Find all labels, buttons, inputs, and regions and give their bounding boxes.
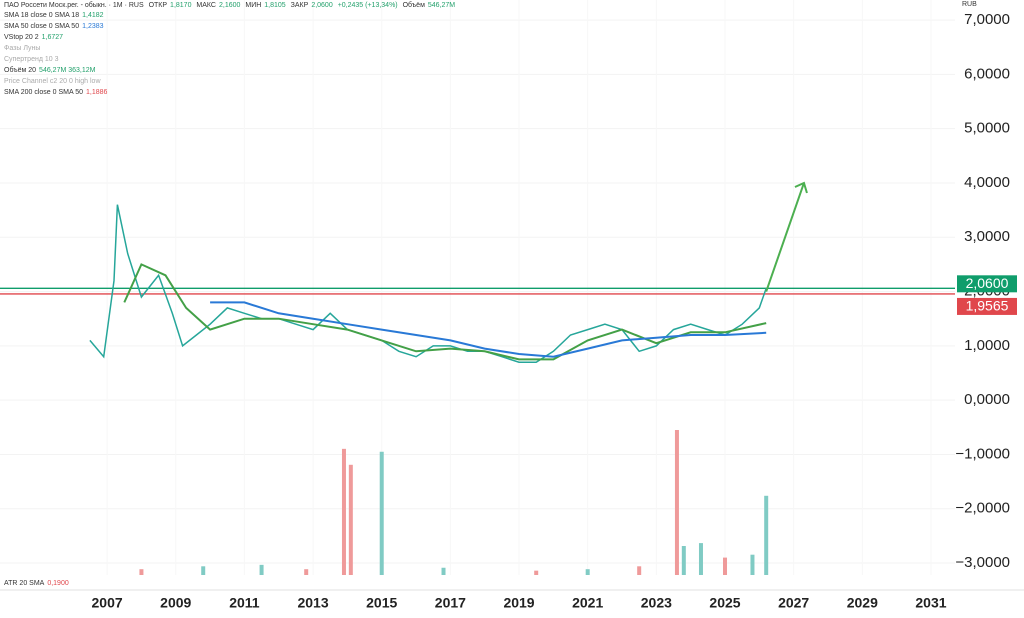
indicator-row[interactable]: Price Channel c2 20 0 high low xyxy=(4,78,104,85)
price-label-box xyxy=(957,297,1017,315)
price-line-series xyxy=(89,204,767,363)
value: 2,1600 xyxy=(218,2,241,9)
indicator-name: SMA 18 close 0 SMA 18 xyxy=(4,12,80,19)
x-tick-label: 2027 xyxy=(778,595,809,611)
volume-bar xyxy=(259,564,264,575)
indicator-row[interactable]: VStop 20 2 1,6727 xyxy=(4,34,66,41)
atr-name[interactable]: ATR 20 SMA xyxy=(4,580,45,587)
symbol-header: ПАО Россети Моск.рег. - обыкн. · 1М · RU… xyxy=(4,2,458,9)
indicator-name: Фазы Луны xyxy=(4,45,41,52)
volume-bar xyxy=(637,566,642,575)
value: 1,8105 xyxy=(264,2,286,9)
label: ОТКР xyxy=(148,2,168,9)
volume-bar xyxy=(764,495,769,575)
value: 546,27M xyxy=(427,2,456,9)
y-tick-label: −1,0000 xyxy=(955,445,1010,462)
label: МИН xyxy=(245,2,262,9)
x-tick-label: 2007 xyxy=(92,595,123,611)
indicator-row[interactable]: SMA 50 close 0 SMA 50 1,2383 xyxy=(4,23,107,30)
x-tick-label: 2017 xyxy=(435,595,466,611)
volume-bar xyxy=(348,464,353,575)
indicator-name: SMA 50 close 0 SMA 50 xyxy=(4,23,80,30)
volume-bar xyxy=(674,430,679,575)
indicator-name: VStop 20 2 xyxy=(4,34,39,41)
volume-bar xyxy=(304,569,309,575)
change: +0,2435 (+13,34%) xyxy=(337,2,398,9)
x-tick-label: 2029 xyxy=(847,595,878,611)
indicator-row[interactable]: SMA 18 close 0 SMA 18 1,4182 xyxy=(4,12,107,19)
indicator-name: Супертренд 10 3 xyxy=(4,56,59,63)
indicator-row[interactable]: Объём 20 546,27M 363,12M xyxy=(4,67,98,74)
value: 2,0600 xyxy=(311,2,333,9)
x-tick-label: 2023 xyxy=(641,595,672,611)
indicator-value: 1,2383 xyxy=(82,23,104,30)
indicator-row[interactable]: Фазы Луны xyxy=(4,45,43,52)
volume-bar xyxy=(750,554,755,575)
x-tick-label: 2009 xyxy=(160,595,191,611)
label: МАКС xyxy=(196,2,216,9)
y-tick-label: 4,0000 xyxy=(964,174,1010,191)
x-tick-label: 2031 xyxy=(915,595,946,611)
price-label: 2,0600 xyxy=(966,275,1009,291)
x-tick-label: 2011 xyxy=(229,595,260,611)
y-tick-label: 3,0000 xyxy=(964,228,1010,245)
y-tick-label: 6,0000 xyxy=(964,65,1010,82)
symbol[interactable]: ПАО Россети Моск.рег. - обыкн. · 1М · RU… xyxy=(4,2,144,9)
volume-bar xyxy=(723,557,728,575)
indicator-row[interactable]: Супертренд 10 3 xyxy=(4,56,62,63)
volume-bar xyxy=(341,448,346,575)
volume-bar xyxy=(139,569,144,575)
label: Объём xyxy=(402,2,425,9)
y-tick-label: 7,0000 xyxy=(964,11,1010,28)
volume-bar xyxy=(441,567,446,575)
price-label-box xyxy=(957,275,1017,293)
indicator-value: 546,27M 363,12M xyxy=(39,67,96,74)
y-tick-label: 0,0000 xyxy=(964,391,1010,408)
forecast-arrow xyxy=(765,182,805,292)
value: 1,8170 xyxy=(170,2,192,9)
x-tick-label: 2021 xyxy=(572,595,603,611)
y-tick-label: −3,0000 xyxy=(955,554,1010,571)
atr-legend: ATR 20 SMA 0,1900 xyxy=(4,580,72,587)
y-tick-label: 5,0000 xyxy=(964,120,1010,137)
indicator-value: 1,6727 xyxy=(41,34,64,41)
x-tick-label: 2025 xyxy=(709,595,740,611)
volume-bar xyxy=(698,543,703,575)
volume-bar xyxy=(585,569,590,575)
atr-value: 0,1900 xyxy=(47,580,69,587)
indicator-value: 1,4182 xyxy=(82,12,104,19)
sma-line xyxy=(210,301,767,358)
volume-bar xyxy=(201,566,206,575)
indicator-value: 1,1886 xyxy=(86,89,108,96)
currency[interactable]: RUB xyxy=(962,1,977,8)
volume-bar xyxy=(681,546,686,575)
x-tick-label: 2015 xyxy=(366,595,397,611)
arrow-head xyxy=(794,181,808,194)
y-tick-label: −2,0000 xyxy=(955,500,1010,517)
indicator-name: SMA 200 close 0 SMA 50 xyxy=(4,89,83,96)
x-tick-label: 2019 xyxy=(503,595,534,611)
y-tick-label: 1,0000 xyxy=(964,337,1010,354)
volume-bar xyxy=(379,451,384,575)
x-tick-label: 2013 xyxy=(297,595,328,611)
indicator-name: Объём 20 xyxy=(4,67,37,74)
price-label: 1,9565 xyxy=(966,298,1009,314)
indicator-name: Price Channel c2 20 0 high low xyxy=(4,78,101,85)
indicator-row[interactable]: SMA 200 close 0 SMA 50 1,1886 xyxy=(4,89,110,96)
volume-bar xyxy=(534,570,539,575)
label: ЗАКР xyxy=(290,2,309,9)
